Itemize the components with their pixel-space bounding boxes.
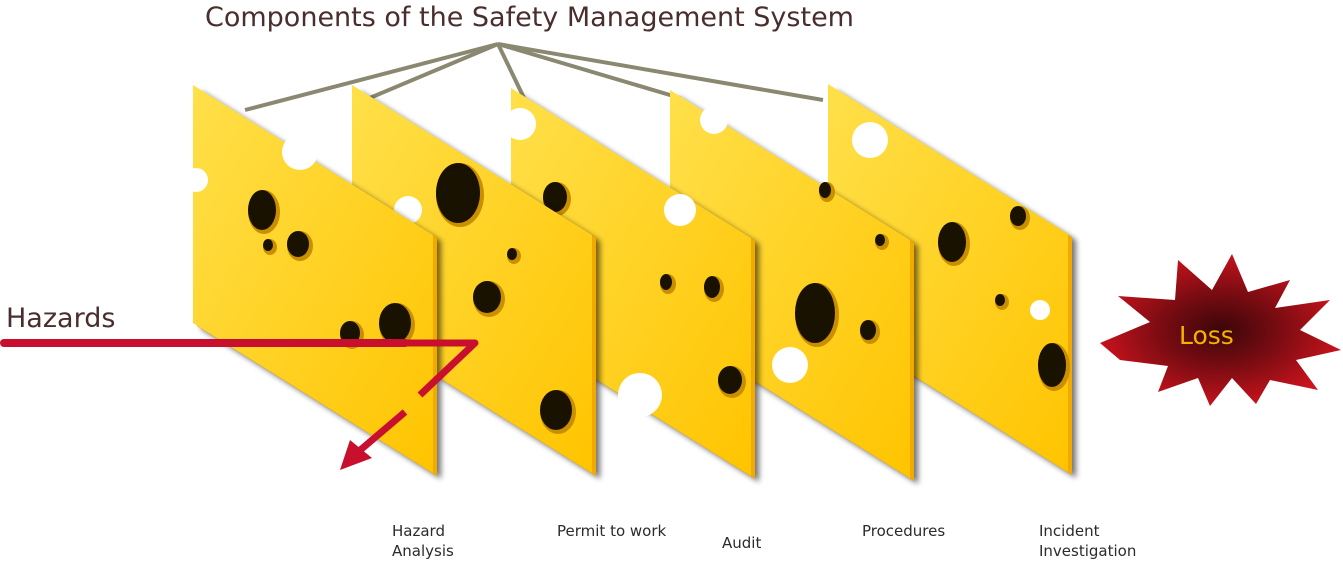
deflected-arrow-head [340, 440, 372, 470]
slice-edge-notch [1030, 300, 1050, 320]
cheese-hole [248, 190, 276, 230]
cheese-hole [660, 274, 672, 290]
explosion-burst-icon [1100, 254, 1341, 406]
hazard-trajectory [0, 339, 479, 470]
cheese-hole [938, 222, 966, 262]
slice-edge-notch [664, 194, 696, 226]
cheese-hole [1038, 343, 1066, 387]
layer-label-line: Investigation [1039, 542, 1136, 560]
slice-edge-notch [504, 108, 536, 140]
cheese-hole [718, 366, 742, 394]
cheese-slice-incident-investigation [828, 84, 1076, 478]
cheese-hole [543, 182, 567, 212]
loss-label: Loss [1179, 321, 1234, 350]
layer-label-line: Hazard [392, 522, 445, 540]
layer-label-procedures: Procedures [862, 522, 945, 540]
slice-edge-notch [282, 134, 318, 170]
swiss-cheese-slice-icon [193, 85, 433, 473]
connector-procedures [497, 42, 681, 100]
swiss-cheese-slice-icon [511, 88, 751, 476]
hazard-line-deflection [405, 339, 479, 398]
slice-edge-notch [618, 373, 662, 417]
connector-hazard-analysis [244, 42, 499, 112]
layer-label-line: Analysis [392, 542, 454, 560]
cheese-slices [184, 84, 1076, 484]
cheese-hole [819, 182, 831, 198]
layer-label-line: Incident [1039, 522, 1100, 540]
deflected-arrow-icon [355, 409, 408, 455]
cheese-hole [473, 281, 501, 313]
cheese-hole [379, 303, 411, 343]
slice-edge-notch [772, 347, 808, 383]
cheese-slice-procedures [670, 90, 918, 484]
cheese-hole [704, 276, 720, 298]
layer-label-incident-investigation: Incident Investigation [1039, 522, 1136, 560]
slice-edge-notch [184, 168, 208, 192]
layer-labels: Hazard Analysis Permit to work Audit Pro… [392, 522, 1136, 560]
cheese-hole [860, 320, 876, 340]
layer-label-line: Procedures [862, 522, 945, 540]
cheese-hole [540, 390, 572, 430]
slice-edge-notch [852, 122, 888, 158]
layer-label-line: Permit to work [557, 522, 667, 540]
layer-label-audit: Audit [722, 534, 761, 552]
connector-incident-investigation [497, 42, 824, 102]
cheese-hole [875, 234, 885, 246]
cheese-hole [436, 163, 480, 223]
cheese-hole [1010, 206, 1026, 226]
cheese-hole [995, 294, 1005, 306]
cheese-slice-hazard-analysis [184, 85, 441, 479]
cheese-hole [795, 283, 835, 343]
connector-audit [496, 43, 527, 101]
cheese-slice-audit [511, 88, 759, 482]
swiss-cheese-slice-icon [352, 85, 592, 473]
cheese-hole [507, 248, 517, 260]
layer-label-hazard-analysis: Hazard Analysis [392, 522, 454, 560]
connector-permit-to-work [364, 42, 499, 102]
cheese-hole [263, 239, 273, 251]
cheese-hole [287, 231, 309, 257]
diagram-title: Components of the Safety Management Syst… [205, 2, 854, 33]
slice-edge-notch [700, 106, 728, 134]
swiss-cheese-slice-icon [828, 84, 1068, 472]
swiss-cheese-slice-icon [670, 90, 910, 478]
title-connectors [244, 42, 824, 112]
cheese-slice-permit-to-work [352, 85, 600, 479]
hazards-label: Hazards [6, 303, 115, 334]
layer-label-permit-to-work: Permit to work [557, 522, 667, 540]
layer-label-line: Audit [722, 534, 761, 552]
